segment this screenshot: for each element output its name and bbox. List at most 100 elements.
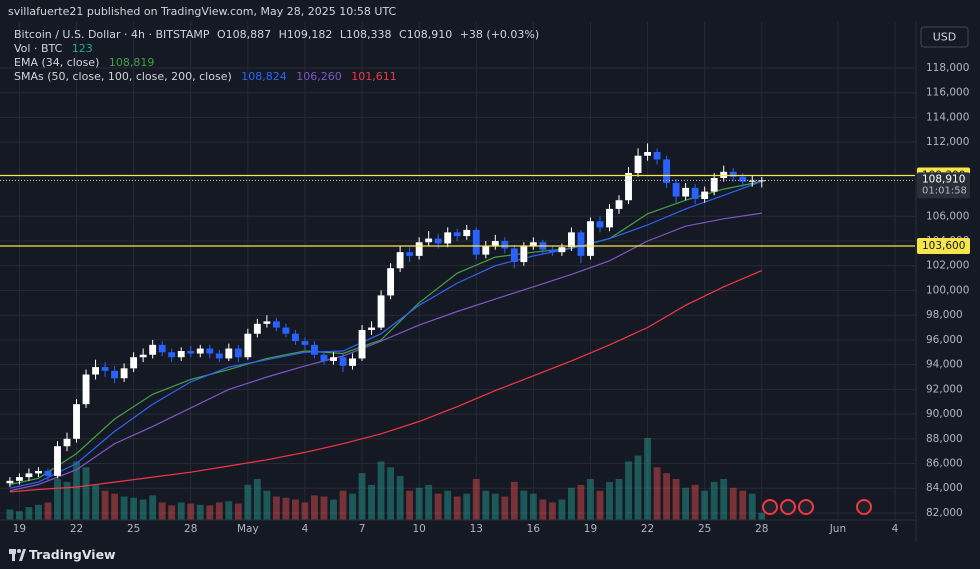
last-price-label: 108,910 [922,173,965,185]
volume-bar [139,499,147,520]
candle-body [92,367,99,375]
indicator-line [9,180,762,486]
candle-body [606,208,613,228]
volume-bar [92,484,99,520]
candle-body [701,191,709,200]
x-tick-label: 4 [302,523,309,535]
x-tick-label: 16 [527,523,541,535]
volume-bar [330,499,337,520]
candle-body [73,404,80,439]
level-label-box [917,237,970,254]
candle-body [425,238,433,243]
level-label: 103,600 [922,240,965,252]
volume-bar [558,499,566,520]
logo-mark [12,554,15,561]
volume-bar [301,502,309,520]
volume-bar [472,479,480,520]
candle-body [434,238,442,244]
flag-icon[interactable] [762,499,778,515]
candle-body [672,182,680,197]
indicator-line [9,180,763,489]
x-tick-label: 13 [470,523,483,535]
candle-body [501,241,509,249]
volume-bar [615,479,623,520]
volume-bar [453,496,461,520]
volume-bar [577,484,585,520]
y-tick-label: 112,000 [926,136,969,148]
volume-bar [529,493,537,520]
candle-body [472,229,480,255]
volume-bar [567,487,575,520]
currency[interactable]: USD [933,31,957,44]
y-tick-label: 116,000 [926,87,969,99]
volume-bar [491,493,499,520]
candle-body [253,323,261,334]
volume-bar [35,504,42,520]
flag-icon[interactable] [798,499,814,515]
candle-body [444,232,452,244]
volume-bar [548,502,556,520]
x-tick-label: 19 [584,523,597,535]
flag-icon[interactable] [856,499,872,515]
volume-bar [539,499,547,520]
volume-bar [225,501,233,520]
candle-body [520,245,528,263]
volume-bar [215,502,223,520]
volume-bar [101,490,109,520]
candle-body [25,473,33,478]
candle-body [358,330,366,359]
candle-body [139,354,147,358]
logo [9,549,26,561]
volume-bar [729,487,737,520]
currency-button[interactable] [920,26,969,48]
volume-bar [482,490,490,520]
ohlc: C108,910 [399,28,452,41]
flag-icon[interactable] [780,499,796,515]
x-tick-label: 22 [641,523,654,535]
y-tick-label: 96,000 [926,334,963,346]
plot-area [0,22,915,520]
footer-brand: TradingView [29,547,116,562]
indicator-name: EMA (34, close) [14,56,99,69]
candle-body [35,470,42,474]
indicator-line [9,270,763,493]
volume-bar [358,473,366,520]
volume-bar [672,479,680,520]
volume-bar [120,496,128,520]
candle-body [225,348,233,359]
x-tick-label: 10 [412,523,425,535]
candle-body [663,159,671,183]
candle-body [406,252,414,256]
volume-bar [634,455,642,520]
volume-bar [444,490,452,520]
candle-body [82,374,90,405]
volume-bar [253,479,261,520]
candle-body [349,358,356,366]
candle-body [548,249,556,253]
candle-body [63,438,71,447]
volume-bar [234,503,242,520]
legend-symbol: Bitcoin / U.S. Dollar · 4h · BITSTAMP O1… [14,28,539,41]
volume-bar [320,496,328,520]
y-tick-label: 84,000 [926,482,963,494]
volume-bar [406,490,414,520]
logo-mark [19,549,26,561]
x-tick-label: 25 [127,523,140,535]
volume-bar [82,467,90,520]
volume-bar [606,481,613,520]
candle-body [215,353,223,359]
candle-body [625,173,632,201]
volume-bar [291,499,299,520]
volume-bar [349,493,356,520]
indicator-value: 108,824 [241,70,287,83]
candle-body [710,177,718,192]
volume-bar [720,479,728,520]
y-tick-label: 82,000 [926,507,963,519]
volume-name: Vol · BTC [14,42,63,55]
x-tick-label: 22 [70,523,83,535]
y-tick-label: 90,000 [926,408,963,420]
volume-bar [501,496,509,520]
